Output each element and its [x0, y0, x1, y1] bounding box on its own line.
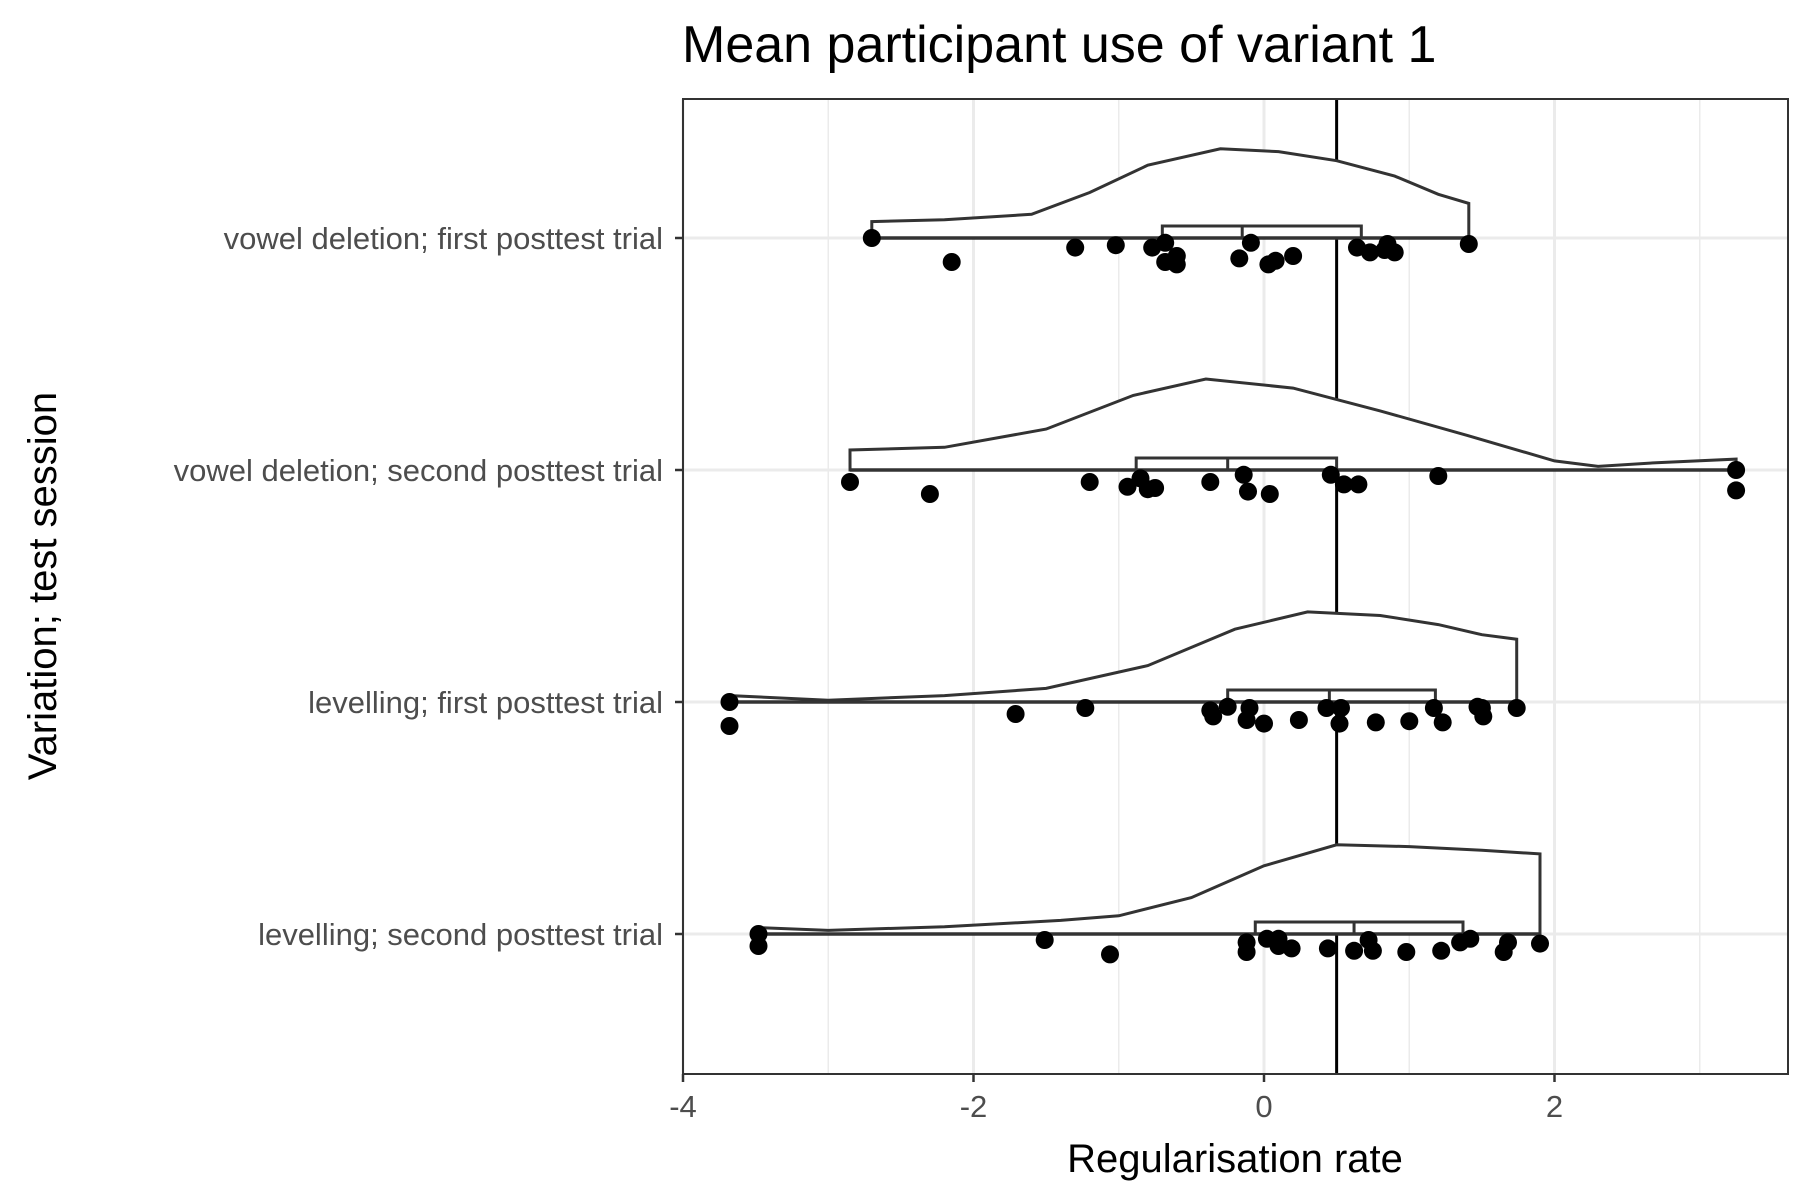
data-point	[1318, 939, 1337, 958]
x-axis-title: Regularisation rate	[1067, 1137, 1403, 1181]
violin-shape	[756, 843, 1542, 936]
data-point	[1321, 465, 1340, 484]
data-point	[942, 253, 961, 271]
data-point	[1334, 475, 1353, 494]
data-point	[1385, 243, 1404, 262]
data-point	[1424, 699, 1443, 717]
x-axis: -4 -2 0 2	[669, 1074, 1563, 1124]
data-point	[1239, 482, 1257, 501]
data-point	[1349, 475, 1368, 494]
data-point	[1255, 714, 1273, 733]
data-point	[1167, 255, 1186, 274]
data-point	[1317, 699, 1336, 717]
data-point	[1531, 934, 1549, 953]
y-tick-label: vowel deletion; second posttest trial	[174, 453, 663, 488]
box-rect	[1160, 224, 1363, 240]
data-point	[1106, 236, 1125, 255]
data-point	[1230, 249, 1249, 268]
data-point	[1260, 485, 1279, 503]
data-point	[1332, 699, 1350, 717]
data-point	[1146, 479, 1165, 497]
data-point	[1156, 233, 1175, 252]
data-point	[1474, 707, 1493, 726]
data-point	[1366, 713, 1385, 732]
data-point	[1433, 713, 1452, 732]
violin-shape	[727, 610, 1519, 704]
data-point	[1727, 481, 1746, 500]
data-point	[749, 937, 768, 955]
data-point	[1282, 939, 1301, 958]
data-point	[1241, 233, 1260, 252]
y-axis-title: Variation; test session	[21, 392, 65, 780]
box-rect	[1253, 920, 1465, 936]
violins	[727, 147, 1738, 936]
data-point	[1234, 465, 1253, 484]
data-point	[1035, 931, 1054, 949]
data-point	[1080, 473, 1099, 491]
plot-panel-border	[682, 98, 1789, 1075]
data-point	[1461, 929, 1480, 948]
x-tick-label: -4	[669, 1089, 697, 1124]
data-point	[862, 229, 881, 247]
data-point	[1266, 251, 1285, 270]
data-point	[1429, 467, 1448, 485]
data-point	[1076, 699, 1095, 717]
data-point	[1204, 707, 1223, 726]
data-point	[1237, 943, 1256, 961]
boxplots	[729, 224, 1737, 936]
x-tick-label: 2	[1546, 1089, 1563, 1124]
y-tick-label: levelling; first posttest trial	[308, 685, 663, 720]
chart-title: Mean participant use of variant 1	[682, 16, 1436, 74]
data-point	[1363, 941, 1382, 960]
data-point	[1218, 697, 1237, 716]
data-point	[1201, 473, 1220, 491]
data-point	[1507, 699, 1526, 717]
y-axis: vowel deletion; first posttest trial vowe…	[174, 221, 683, 952]
data-point	[841, 473, 859, 491]
data-point	[720, 717, 739, 735]
data-point	[1066, 238, 1085, 257]
violin-shape	[870, 147, 1471, 240]
data-point	[1330, 714, 1349, 733]
data-point	[1361, 243, 1379, 262]
x-tick-label: 0	[1255, 1089, 1272, 1124]
data-point	[1432, 941, 1451, 960]
data-point	[1499, 933, 1517, 952]
x-tick-label: -2	[960, 1089, 988, 1124]
data-point	[1400, 712, 1419, 731]
data-point	[1397, 943, 1416, 961]
data-point	[1727, 461, 1746, 479]
data-points	[720, 229, 1746, 964]
data-point	[1289, 711, 1308, 729]
data-point	[1006, 705, 1025, 723]
data-point	[920, 485, 939, 503]
violin-shape	[848, 377, 1738, 472]
data-point	[1101, 945, 1119, 964]
data-point	[1240, 699, 1259, 717]
data-point	[1459, 235, 1478, 253]
y-tick-label: vowel deletion; first posttest trial	[224, 221, 663, 256]
y-tick-label: levelling; second posttest trial	[258, 917, 663, 952]
data-point	[1284, 247, 1303, 265]
data-point	[720, 693, 739, 711]
data-point	[1345, 941, 1364, 960]
data-point	[1118, 477, 1137, 496]
